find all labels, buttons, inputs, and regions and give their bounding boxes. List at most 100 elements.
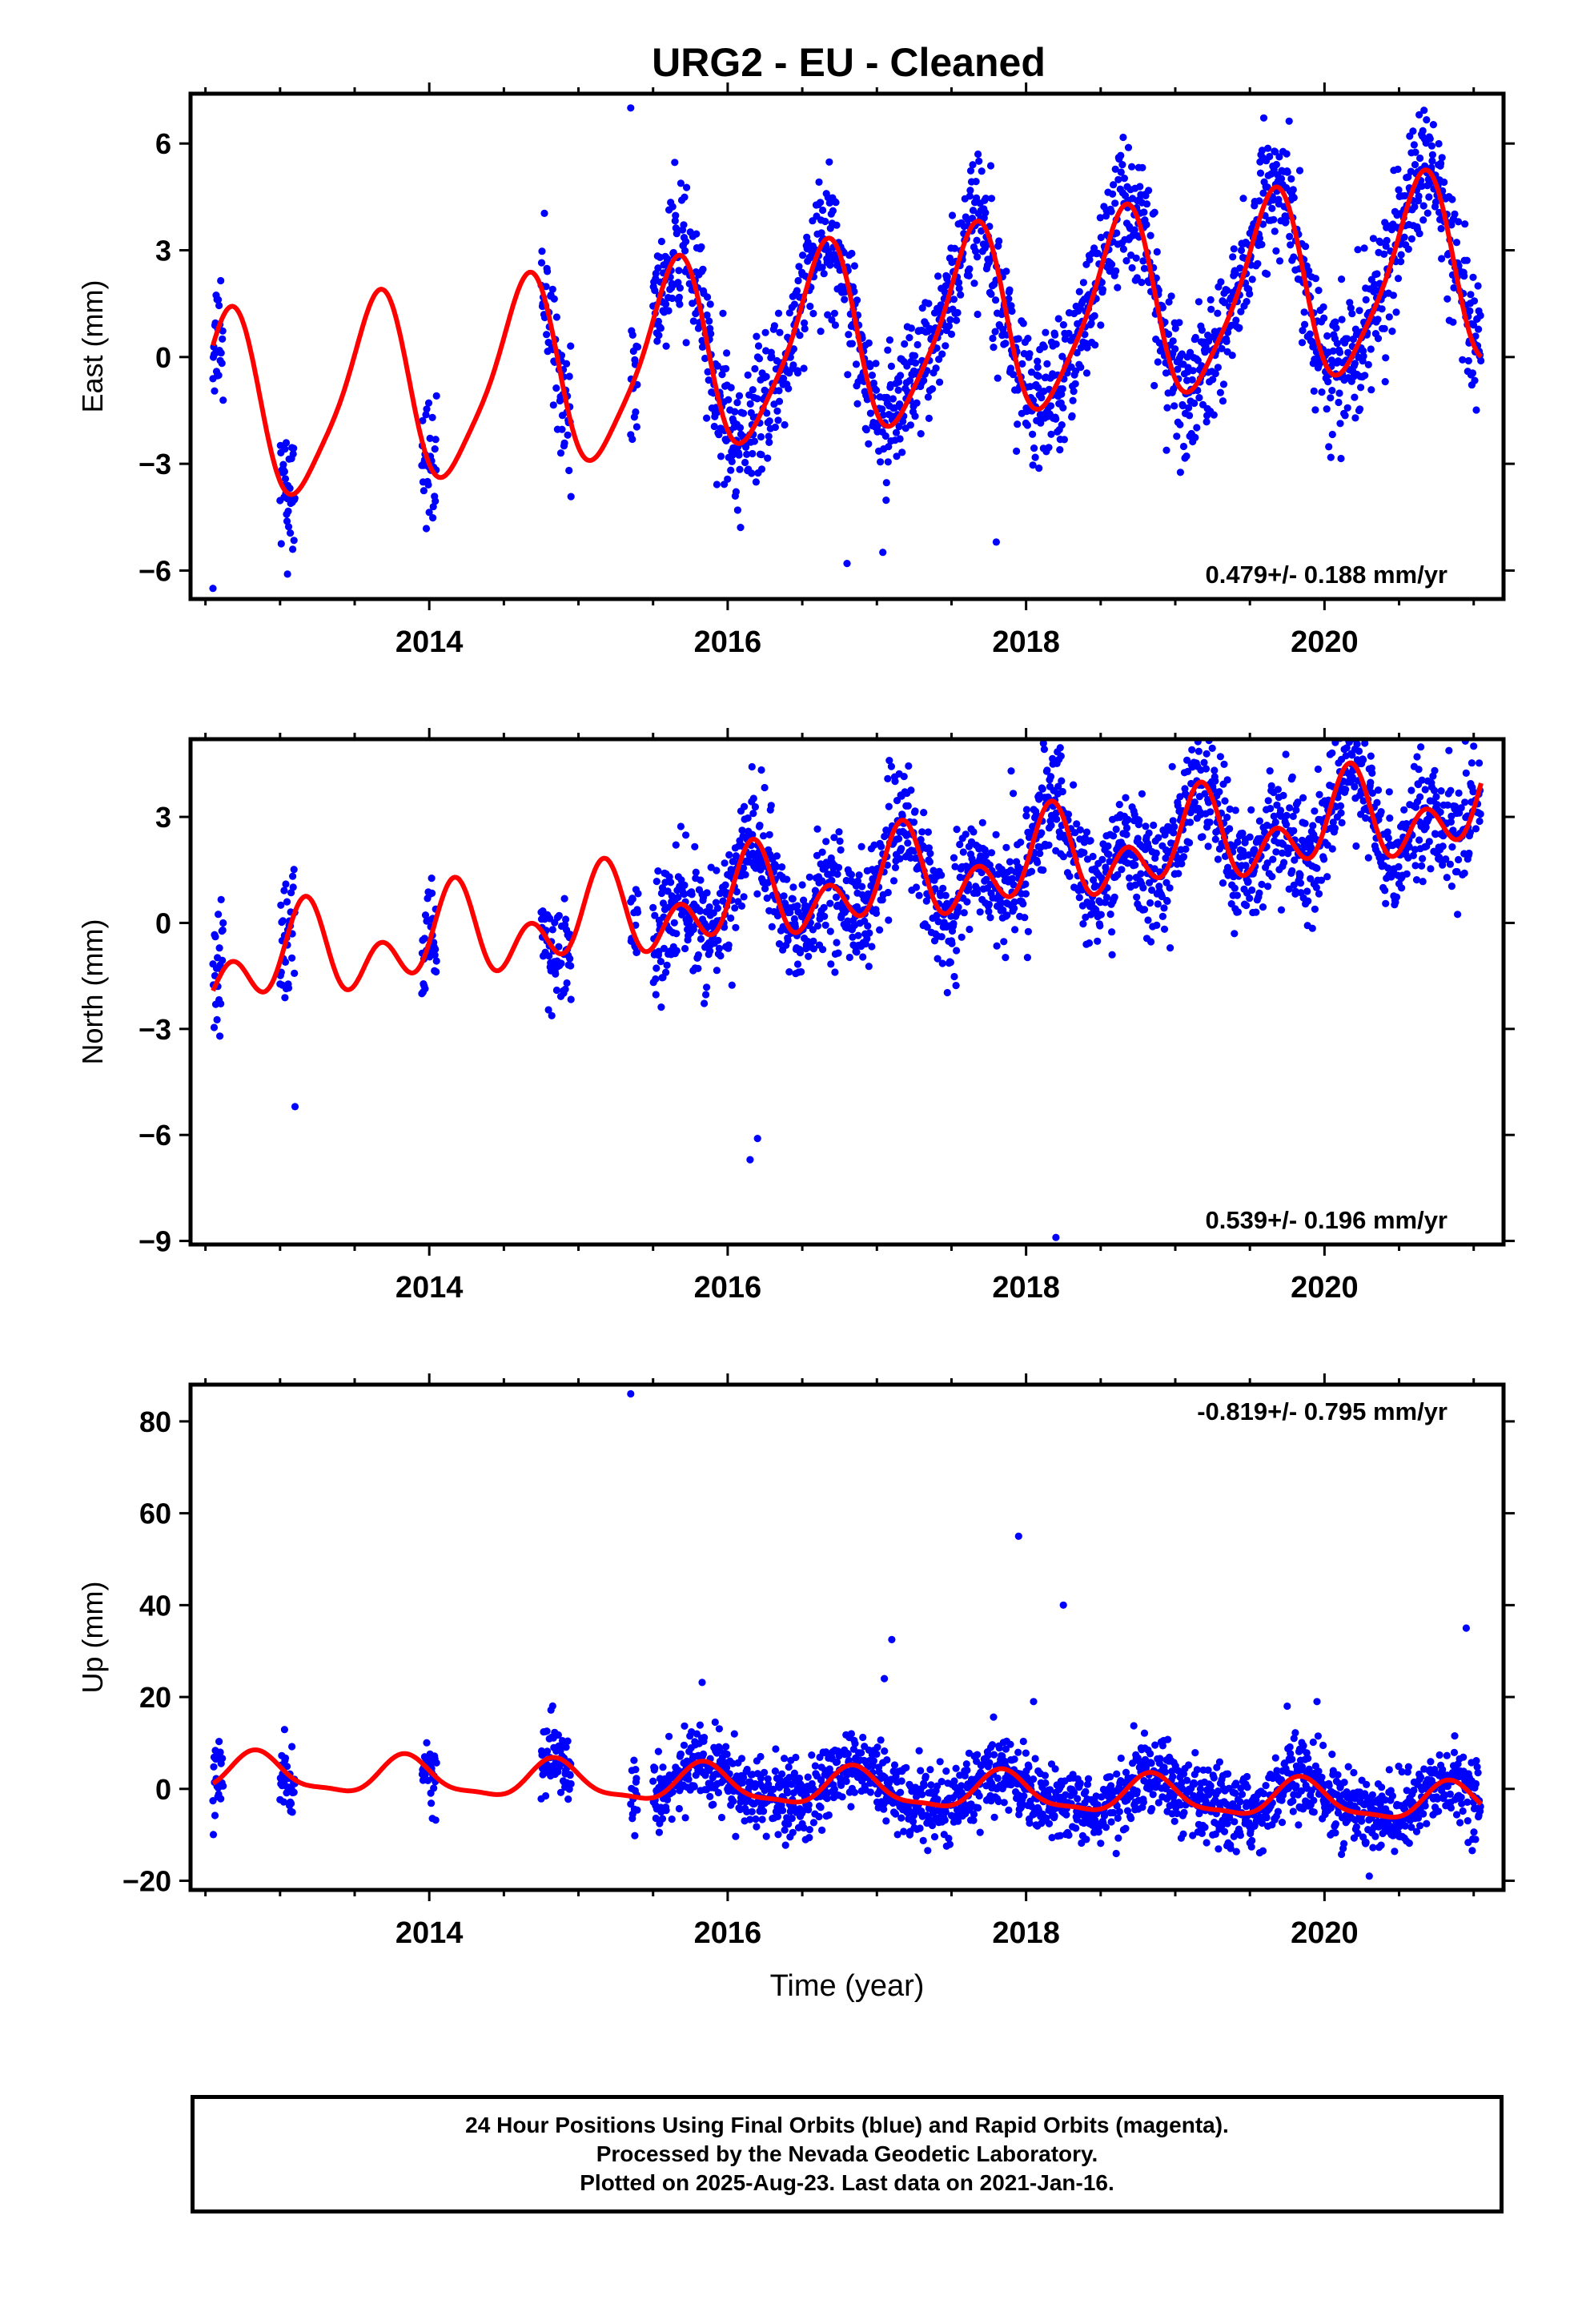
- data-point: [1437, 159, 1445, 167]
- data-point: [774, 1831, 782, 1839]
- data-point: [665, 1732, 673, 1740]
- data-point: [219, 335, 227, 343]
- data-point: [926, 1815, 934, 1823]
- data-point: [770, 322, 779, 330]
- data-point: [1463, 256, 1471, 264]
- data-point: [982, 195, 990, 203]
- data-point: [905, 762, 913, 770]
- data-point: [628, 895, 636, 903]
- data-point: [1380, 324, 1388, 332]
- data-point: [905, 376, 913, 384]
- data-point: [1329, 818, 1337, 826]
- y-tick-label: −3: [139, 448, 171, 480]
- data-point: [1026, 350, 1034, 358]
- data-point: [1034, 372, 1042, 380]
- data-point: [682, 831, 690, 839]
- data-point: [1259, 114, 1268, 122]
- data-point: [733, 887, 741, 896]
- data-point: [815, 178, 823, 186]
- data-point: [761, 783, 769, 792]
- data-point: [215, 1738, 223, 1746]
- data-point: [912, 883, 921, 891]
- data-point: [713, 967, 721, 975]
- data-point: [1114, 283, 1122, 292]
- data-point: [1476, 810, 1484, 818]
- y-axis-label: North (mm): [76, 919, 109, 1065]
- data-points-up: [209, 1389, 1484, 1880]
- data-point: [885, 916, 893, 924]
- data-point: [1124, 143, 1133, 151]
- data-point: [1369, 235, 1377, 243]
- data-point: [1259, 903, 1267, 911]
- data-point: [1269, 855, 1277, 863]
- data-point: [731, 904, 739, 912]
- data-point: [830, 309, 838, 317]
- data-point: [997, 898, 1005, 906]
- data-point: [1133, 274, 1141, 282]
- data-point: [1411, 148, 1419, 156]
- data-point: [850, 262, 858, 270]
- data-point: [1150, 208, 1158, 216]
- data-point: [966, 192, 974, 200]
- data-point: [866, 1788, 874, 1796]
- data-point: [1367, 778, 1375, 786]
- data-point: [818, 1826, 826, 1834]
- data-point: [951, 862, 959, 870]
- data-point: [945, 1835, 953, 1843]
- data-point: [956, 1771, 964, 1779]
- data-point: [1117, 151, 1125, 159]
- data-point: [1359, 352, 1367, 360]
- data-point: [854, 931, 862, 939]
- data-point: [1097, 911, 1105, 919]
- data-point: [789, 883, 797, 891]
- data-point: [946, 959, 954, 967]
- data-point: [672, 841, 680, 849]
- data-point: [1285, 117, 1293, 125]
- data-point: [793, 960, 802, 968]
- data-point: [681, 881, 689, 889]
- data-point: [1338, 275, 1346, 283]
- data-point: [868, 372, 876, 380]
- data-point: [753, 395, 761, 403]
- data-point: [1023, 421, 1031, 429]
- data-point: [216, 1748, 224, 1756]
- data-point: [289, 872, 297, 880]
- data-point: [1142, 220, 1150, 229]
- data-point: [1385, 313, 1393, 321]
- data-point: [785, 968, 793, 976]
- data-point: [1013, 447, 1021, 456]
- data-point: [764, 454, 772, 462]
- data-point: [778, 1770, 786, 1778]
- data-point: [946, 1840, 954, 1848]
- data-point: [1355, 405, 1364, 413]
- data-point: [900, 1827, 908, 1835]
- data-point: [889, 395, 897, 403]
- data-point: [877, 842, 885, 850]
- data-point: [1461, 220, 1469, 228]
- data-point-outlier: [1052, 1233, 1060, 1241]
- data-point: [1431, 198, 1440, 206]
- data-point: [885, 757, 893, 765]
- data-point: [1170, 822, 1178, 830]
- data-point: [966, 265, 974, 273]
- data-point: [1219, 397, 1227, 405]
- data-point: [1419, 878, 1427, 886]
- data-point: [656, 958, 665, 966]
- data-point: [1464, 356, 1472, 365]
- data-point-outlier: [291, 1103, 299, 1111]
- data-point: [1036, 850, 1044, 858]
- data-point: [932, 364, 940, 372]
- data-point: [847, 1803, 855, 1811]
- data-point: [999, 906, 1007, 915]
- data-point: [1384, 834, 1392, 842]
- data-point: [896, 435, 904, 443]
- data-point: [876, 926, 884, 934]
- data-point: [693, 230, 701, 238]
- data-point: [847, 1730, 855, 1738]
- data-point: [1186, 838, 1194, 846]
- data-point: [215, 944, 223, 952]
- data-point: [1443, 874, 1451, 882]
- data-point: [1411, 203, 1419, 211]
- data-point: [709, 1800, 717, 1808]
